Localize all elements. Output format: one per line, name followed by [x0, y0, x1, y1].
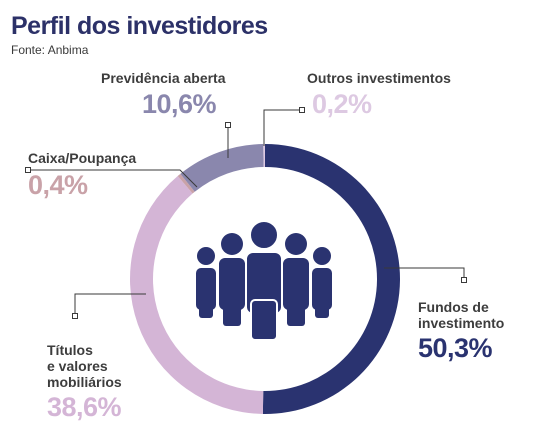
value-caixa: 0,4%	[28, 170, 88, 200]
slice-previd-ncia-aberta	[180, 144, 264, 192]
label-previdencia: Previdência aberta	[101, 70, 226, 86]
slice-caixa-poupan-a	[177, 173, 195, 194]
slice-t-tulos-e-valores-mobili-rios	[130, 176, 264, 414]
leader-titulos	[74, 293, 146, 316]
label-fundos-line2: investimento	[418, 315, 505, 331]
label-titulos-line3: mobiliários	[47, 374, 122, 390]
leader-outros	[263, 109, 302, 146]
value-outros: 0,2%	[312, 89, 372, 119]
label-outros: Outros investimentos	[307, 70, 451, 86]
people-group-icon	[196, 220, 332, 341]
slice-outros-investimentos	[263, 144, 265, 168]
leader-fundos	[384, 267, 465, 280]
chart-source: Fonte: Anbima	[11, 43, 89, 57]
value-fundos: 50,3%	[418, 333, 493, 363]
leader-marker-previdencia	[225, 122, 231, 128]
leader-caixa	[28, 169, 198, 188]
label-fundos-line1: Fundos de	[418, 299, 489, 315]
leader-marker-titulos	[72, 313, 78, 319]
leader-marker-outros	[299, 107, 305, 113]
label-titulos-line2: e valores	[47, 358, 108, 374]
value-previdencia: 10,6%	[142, 89, 217, 119]
value-titulos: 38,6%	[47, 392, 122, 422]
label-caixa: Caixa/Poupança	[28, 150, 137, 166]
slice-fundos-de-investimento	[262, 144, 401, 414]
leader-marker-fundos	[461, 277, 467, 283]
leader-marker-caixa	[25, 167, 31, 173]
label-titulos-line1: Títulos	[47, 342, 93, 358]
chart-title: Perfil dos investidores	[11, 12, 268, 40]
